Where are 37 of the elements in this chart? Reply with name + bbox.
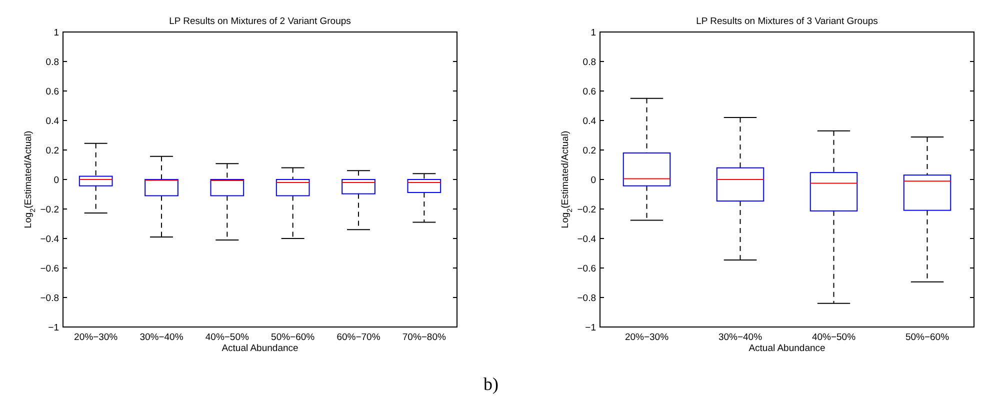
y-tick-label: −0.6	[577, 263, 596, 274]
y-tick-label: −0.8	[577, 292, 596, 304]
y-tick-label: 0.6	[582, 86, 596, 98]
y-tick-label: 0	[590, 174, 596, 186]
y-tick-label: −0.8	[40, 292, 59, 304]
x-tick-label: 40%−50%	[812, 332, 856, 343]
y-tick-label: −0.2	[577, 204, 596, 216]
y-tick-label: 0.2	[46, 145, 59, 156]
x-axis-title: Actual Abundance	[222, 343, 298, 354]
y-tick-label: 0.8	[582, 56, 596, 68]
x-tick-label: 50%−60%	[905, 332, 950, 343]
x-tick-label: 20%−30%	[74, 332, 118, 343]
y-tick-label: 1	[54, 27, 59, 38]
y-tick-label: −1	[585, 322, 596, 334]
text: b)	[484, 374, 498, 394]
chart-title: LP Results on Mixtures of 3 Variant Groups	[696, 16, 878, 27]
y-tick-label: 0.4	[582, 116, 596, 127]
y-tick-label: 0	[54, 174, 59, 186]
y-tick-label: 0.8	[46, 56, 59, 68]
x-tick-label: 70%−80%	[402, 332, 447, 343]
chart-title: LP Results on Mixtures of 2 Variant Groups	[169, 16, 352, 27]
y-tick-label: −1	[48, 322, 59, 334]
y-tick-label: 0.4	[46, 116, 59, 127]
y-tick-label: −0.4	[40, 234, 59, 245]
x-tick-label: 60%−70%	[336, 332, 381, 343]
y-tick-label: 0.2	[582, 145, 596, 156]
y-tick-label: 1	[590, 27, 596, 38]
x-tick-label: 30%−40%	[718, 332, 763, 343]
x-axis-title: Actual Abundance	[748, 343, 826, 354]
y-tick-label: −0.4	[577, 234, 596, 245]
y-tick-label: −0.2	[40, 204, 59, 216]
x-tick-label: 40%−50%	[205, 332, 250, 343]
y-tick-label: −0.6	[40, 263, 59, 274]
x-tick-label: 30%−40%	[140, 332, 184, 343]
x-tick-label: 20%−30%	[624, 332, 670, 343]
y-tick-label: 0.6	[46, 86, 59, 98]
x-tick-label: 50%−60%	[271, 332, 316, 343]
